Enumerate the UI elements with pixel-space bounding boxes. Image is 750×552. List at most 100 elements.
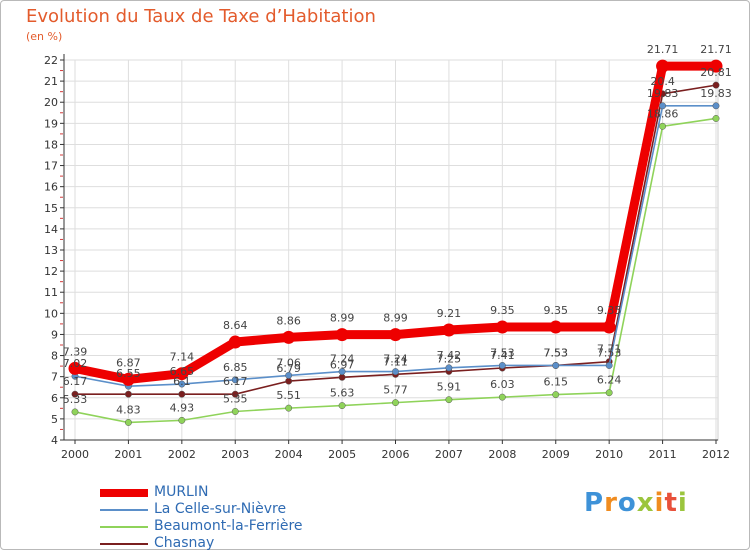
brand-letter: P	[584, 488, 605, 518]
data-point	[71, 408, 79, 416]
data-label: 5.77	[383, 384, 408, 397]
data-label: 6.17	[63, 375, 88, 388]
x-tick-label: 2006	[382, 448, 410, 461]
brand-letter: o	[617, 488, 637, 518]
y-tick-label: 16	[44, 181, 58, 194]
data-label: 8.64	[223, 319, 248, 332]
data-label: 9.35	[544, 304, 569, 317]
brand-letter: r	[604, 488, 618, 518]
data-label: 20.81	[700, 66, 732, 79]
data-point	[659, 102, 667, 110]
data-point	[712, 81, 720, 89]
data-label: 7.39	[63, 345, 88, 358]
data-label: 8.86	[276, 314, 301, 327]
data-point	[231, 376, 239, 384]
y-tick-label: 20	[44, 96, 58, 109]
data-label: 6.97	[330, 358, 355, 371]
data-label: 7.53	[544, 346, 569, 359]
chart-title: Evolution du Taux de Taxe d’Habitation	[26, 6, 376, 27]
y-tick-label: 17	[44, 160, 58, 173]
data-point	[602, 320, 616, 334]
data-point	[68, 361, 82, 375]
data-point	[175, 367, 189, 381]
data-point	[442, 323, 456, 337]
legend-swatch-chasnay	[100, 543, 148, 545]
brand-letter: t	[664, 488, 678, 518]
x-tick-label: 2008	[488, 448, 516, 461]
x-tick-label: 2000	[61, 448, 89, 461]
data-label: 7.71	[597, 343, 622, 356]
data-label: 6.15	[544, 376, 569, 389]
x-tick-label: 2009	[542, 448, 570, 461]
data-point	[335, 328, 349, 342]
x-tick-label: 2002	[168, 448, 196, 461]
legend-item-beaumont: Beaumont-la-Ferrière	[100, 518, 420, 535]
data-point	[445, 396, 453, 404]
y-tick-label: 13	[44, 244, 58, 257]
data-point	[605, 389, 613, 397]
brand-letter: i	[654, 488, 665, 518]
data-label: 5.91	[437, 381, 462, 394]
legend-swatch-beaumont	[100, 526, 148, 528]
data-label: 6.85	[223, 361, 248, 374]
data-label: 5.35	[223, 393, 248, 406]
data-point	[178, 416, 186, 424]
data-point	[231, 390, 239, 398]
legend: MURLIN La Celle-sur-Nièvre Beaumont-la-F…	[100, 484, 420, 552]
data-point	[392, 368, 399, 376]
legend-item-murlin: MURLIN	[100, 484, 420, 501]
y-tick-label: 15	[44, 202, 58, 215]
legend-swatch-la-celle	[100, 509, 148, 511]
data-point	[178, 380, 186, 388]
data-point	[71, 390, 79, 398]
data-point	[659, 122, 667, 130]
data-label: 9.21	[437, 307, 462, 320]
x-tick-label: 2001	[114, 448, 142, 461]
x-tick-label: 2011	[649, 448, 677, 461]
data-point	[712, 102, 720, 110]
data-label: 7.41	[490, 349, 515, 362]
data-label: 6.03	[490, 378, 515, 391]
y-tick-label: 8	[51, 350, 58, 363]
y-tick-label: 10	[44, 307, 58, 320]
data-point	[178, 390, 186, 398]
data-label: 6.65	[170, 365, 195, 378]
x-tick-label: 2005	[328, 448, 356, 461]
data-label: 6.87	[116, 356, 141, 369]
x-tick-label: 2003	[221, 448, 249, 461]
data-point	[552, 362, 560, 369]
data-point	[445, 364, 453, 372]
data-point	[121, 372, 135, 386]
chart-subtitle: (en %)	[26, 30, 63, 43]
data-point	[285, 371, 293, 379]
y-tick-label: 22	[44, 54, 58, 67]
data-point	[709, 59, 723, 73]
data-label: 7.53	[597, 346, 622, 359]
data-point	[338, 373, 346, 381]
data-label: 21.71	[647, 43, 679, 56]
data-point	[498, 393, 506, 401]
data-point	[124, 419, 132, 426]
data-point	[124, 390, 132, 398]
data-label: 5.63	[330, 387, 355, 400]
data-label: 7.53	[490, 346, 515, 359]
brand-letter: i	[677, 488, 688, 518]
data-point	[495, 320, 509, 334]
data-point	[392, 399, 399, 407]
data-label: 6.17	[223, 375, 248, 388]
data-label: 6.79	[276, 362, 301, 375]
legend-label-chasnay: Chasnay	[154, 535, 215, 551]
x-tick-label: 2010	[595, 448, 623, 461]
data-label: 19.83	[647, 87, 679, 100]
data-label: 7.24	[330, 353, 355, 366]
y-tick-label: 4	[51, 434, 58, 447]
data-label: 7.24	[383, 353, 408, 366]
x-tick-label: 2012	[702, 448, 730, 461]
y-tick-label: 19	[44, 117, 58, 130]
data-label: 4.93	[170, 401, 195, 414]
data-label: 8.99	[330, 312, 355, 325]
data-label: 7.42	[437, 349, 462, 362]
y-tick-label: 5	[51, 413, 58, 426]
data-point	[389, 328, 402, 342]
